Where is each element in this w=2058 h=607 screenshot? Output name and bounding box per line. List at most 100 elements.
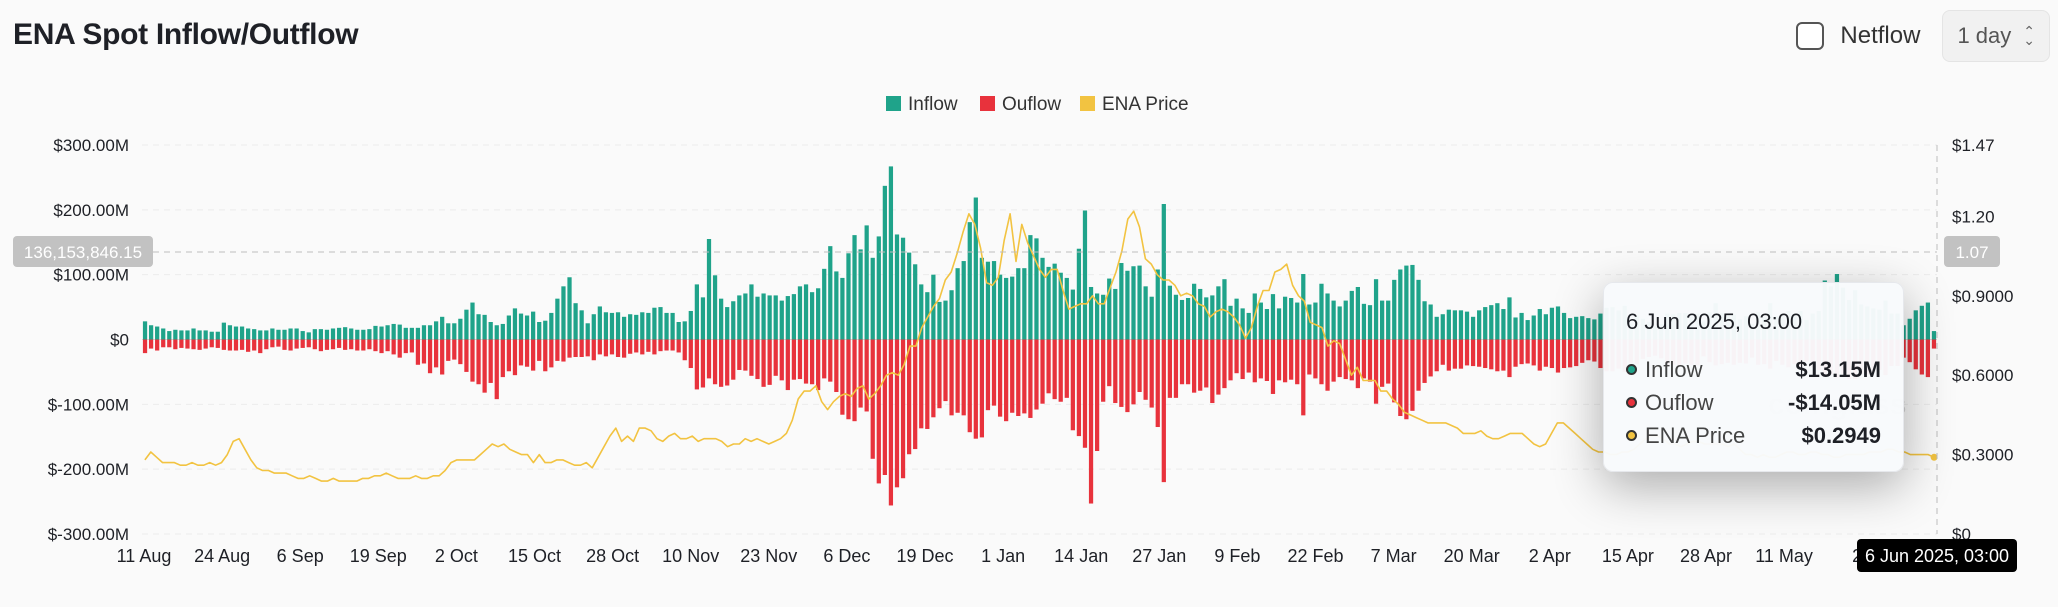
inflow-bar [1137, 265, 1142, 340]
inflow-bar [907, 252, 912, 340]
outflow-bar [1392, 339, 1397, 403]
outflow-bar [1155, 339, 1160, 428]
crosshair-x-label: 6 Jun 2025, 03:00 [1865, 546, 2009, 566]
outflow-bar [458, 339, 463, 365]
outflow-bar [1264, 339, 1270, 381]
inflow-bar [1301, 274, 1306, 340]
outflow-bar [573, 339, 578, 357]
inflow-bar [197, 330, 202, 340]
outflow-bar [913, 339, 918, 450]
inflow-bar [1380, 300, 1385, 340]
inflow-bar [1410, 264, 1415, 340]
outflow-bar [943, 339, 948, 402]
y-right-tick-label: $0.6000 [1952, 366, 2013, 385]
outflow-bar [694, 339, 699, 390]
outflow-bar [900, 339, 906, 479]
outflow-bar [440, 339, 445, 375]
inflow-bar [1276, 308, 1282, 340]
inflow-bar [816, 288, 821, 340]
inflow-bar [1270, 294, 1276, 340]
outflow-bar [1464, 339, 1470, 366]
outflow-bar [1386, 339, 1391, 384]
inflow-bar [543, 320, 548, 340]
outflow-bar [1289, 339, 1294, 380]
outflow-bar [779, 339, 784, 381]
outflow-bar [1173, 339, 1179, 398]
inflow-bar [142, 321, 148, 340]
outflow-bar [1519, 339, 1524, 365]
inflow-bar [1088, 286, 1094, 340]
inflow-bar [555, 298, 560, 340]
inflow-bar [731, 301, 736, 340]
crosshair-right-label: 1.07 [1955, 243, 1988, 262]
outflow-bar [367, 339, 372, 350]
outflow-bar [767, 339, 772, 385]
outflow-bar [258, 339, 263, 354]
outflow-bar [482, 339, 487, 393]
outflow-bar [621, 339, 627, 358]
outflow-bar [324, 339, 330, 350]
inflow-bar [1125, 270, 1130, 340]
outflow-bar [167, 339, 172, 348]
outflow-bar [603, 339, 609, 357]
inflow-bar [1313, 302, 1318, 340]
inflow-bar [1076, 248, 1082, 340]
outflow-bar [1537, 339, 1542, 371]
inflow-bar [1477, 310, 1482, 340]
outflow-bar [179, 339, 184, 348]
inflow-bar [1143, 286, 1148, 340]
x-tick-label: 11 May [1755, 546, 1813, 566]
inflow-bar [1525, 320, 1530, 340]
inflow-bar [1185, 298, 1191, 340]
x-tick-label: 22 Feb [1287, 546, 1343, 566]
inflow-bar [179, 330, 184, 340]
y-right-tick-label: $0.9000 [1952, 287, 2013, 306]
outflow-bar [816, 339, 821, 391]
outflow-bar [391, 339, 396, 355]
inflow-bar [488, 322, 493, 340]
outflow-bar [1495, 339, 1500, 372]
inflow-bar [1555, 306, 1561, 340]
inflow-bar [725, 307, 730, 340]
outflow-bar [803, 339, 809, 384]
outflow-bar [1240, 339, 1245, 380]
legend: Inflow Ouflow ENA Price [886, 94, 1189, 115]
inflow-bar [440, 316, 445, 340]
outflow-dot-icon [1626, 397, 1637, 408]
outflow-bar [1282, 339, 1288, 383]
outflow-bar [1507, 339, 1512, 378]
outflow-bar [1131, 339, 1136, 405]
inflow-bar [1574, 316, 1579, 340]
inflow-bar [943, 300, 948, 340]
inflow-bar [1422, 301, 1427, 340]
tooltip-row-price: ENA Price $0.2949 [1626, 419, 1881, 452]
outflow-bar [555, 339, 560, 361]
inflow-bar [743, 293, 748, 340]
outflow-bar [252, 339, 257, 351]
interval-select[interactable]: 1 day ⌃ ⌄ [1942, 10, 2050, 62]
netflow-checkbox[interactable] [1796, 22, 1825, 50]
outflow-bar [1022, 339, 1027, 414]
outflow-bar [822, 339, 827, 379]
inflow-dot-icon [1626, 364, 1637, 375]
inflow-bar [803, 284, 809, 340]
outflow-bar [1070, 339, 1075, 431]
outflow-bar [731, 339, 736, 380]
outflow-bar [1913, 339, 1918, 370]
inflow-bar [531, 311, 536, 340]
inflow-bar [288, 328, 293, 340]
inflow-bar [1349, 290, 1354, 340]
inflow-bar [1070, 289, 1075, 340]
inflow-bar [506, 315, 511, 340]
inflow-bar [549, 312, 554, 340]
inflow-bar [1040, 257, 1045, 340]
legend-label: ENA Price [1102, 94, 1189, 115]
inflow-bar [712, 275, 718, 340]
inflow-bar [1058, 272, 1063, 340]
inflow-bar [446, 323, 451, 340]
inflow-bar [1222, 279, 1227, 340]
outflow-bar [1349, 339, 1354, 381]
x-tick-label: 14 Jan [1054, 546, 1108, 566]
inflow-bar [1192, 283, 1197, 340]
inflow-bar [1925, 302, 1931, 340]
